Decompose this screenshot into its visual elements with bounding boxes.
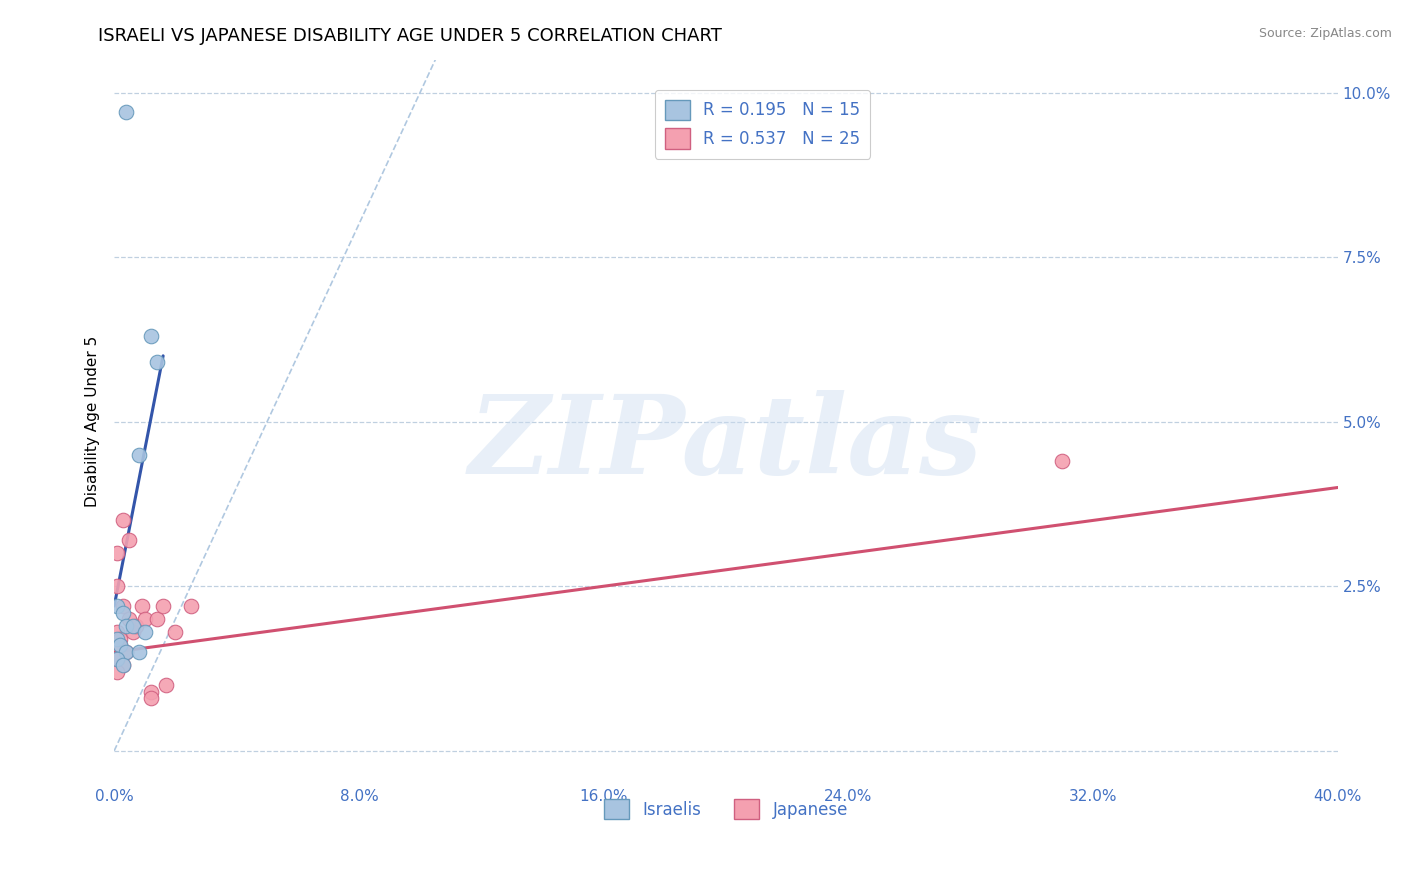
Point [110, 639, 132, 653]
Text: ZIPatlas: ZIPatlas [470, 390, 983, 497]
Point [155, 678, 177, 692]
Point [1052, 454, 1074, 468]
Point [112, 658, 135, 673]
Point [118, 533, 141, 548]
Point [146, 612, 169, 626]
Point [121, 619, 143, 633]
Point [105, 579, 128, 593]
Point [121, 625, 143, 640]
Point [112, 513, 135, 527]
Point [180, 599, 202, 613]
Point [105, 665, 128, 679]
Text: ISRAELI VS JAPANESE DISABILITY AGE UNDER 5 CORRELATION CHART: ISRAELI VS JAPANESE DISABILITY AGE UNDER… [98, 27, 723, 45]
Point [105, 599, 128, 613]
Point [128, 645, 150, 659]
Point [118, 612, 141, 626]
Point [110, 639, 132, 653]
Point [105, 651, 128, 665]
Y-axis label: Disability Age Under 5: Disability Age Under 5 [86, 336, 100, 508]
Point [115, 645, 138, 659]
Point [105, 651, 128, 665]
Point [134, 612, 156, 626]
Point [131, 599, 153, 613]
Point [112, 658, 135, 673]
Point [105, 625, 128, 640]
Point [139, 684, 162, 698]
Point [134, 625, 156, 640]
Point [165, 625, 187, 640]
Point [115, 645, 138, 659]
Point [105, 632, 128, 646]
Point [139, 329, 162, 343]
Point [146, 355, 169, 369]
Point [152, 599, 174, 613]
Point [115, 619, 138, 633]
Point [128, 448, 150, 462]
Point [105, 546, 128, 560]
Text: Source: ZipAtlas.com: Source: ZipAtlas.com [1258, 27, 1392, 40]
Point [112, 606, 135, 620]
Point [139, 691, 162, 706]
Legend: Israelis, Japanese: Israelis, Japanese [598, 792, 855, 826]
Point [110, 632, 132, 646]
Point [124, 619, 146, 633]
Point [115, 105, 138, 120]
Point [112, 599, 135, 613]
